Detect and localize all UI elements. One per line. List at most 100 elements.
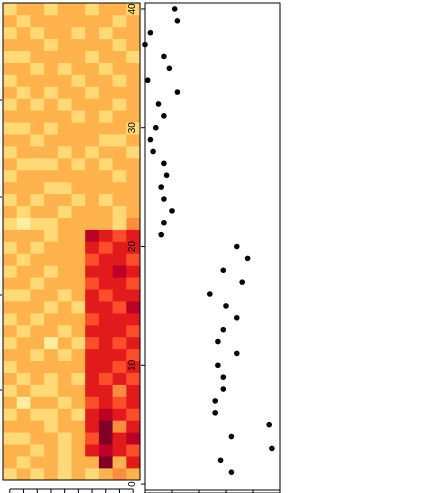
heatmap-cell — [71, 74, 86, 87]
heatmap-cell — [16, 253, 31, 266]
heatmap-cell — [57, 193, 72, 207]
heatmap-cell — [57, 432, 72, 445]
heatmap-cell — [44, 62, 59, 75]
scatter-point — [161, 53, 167, 60]
heatmap-cell — [30, 134, 45, 147]
scatter-point — [212, 409, 218, 416]
heatmap-cell — [44, 468, 59, 481]
heatmap-cell — [44, 14, 59, 28]
scatter-point — [220, 374, 227, 380]
heatmap-cell — [112, 289, 127, 302]
heatmap-cell — [98, 301, 113, 314]
heatmap-cell — [3, 3, 17, 16]
scatter-point — [174, 89, 181, 95]
heatmap-cell — [30, 348, 45, 362]
heatmap-cell — [30, 158, 45, 171]
heatmap-frame — [2, 2, 141, 481]
heatmap-cell — [57, 241, 72, 254]
heatmap-cell — [126, 372, 141, 385]
heatmap-cell — [85, 348, 100, 362]
heatmap-cell — [126, 444, 141, 457]
heatmap-cell — [85, 158, 100, 171]
heatmap-cell — [98, 62, 113, 75]
heatmap-cell — [57, 86, 72, 99]
heatmap-cell — [126, 134, 141, 147]
heatmap-cell — [30, 384, 45, 397]
heatmap-cell — [112, 277, 127, 290]
scatter-point — [142, 41, 148, 48]
scatter-point — [166, 65, 173, 72]
heatmap-cell — [112, 301, 127, 314]
heatmap-cell — [16, 384, 31, 397]
heatmap-cell — [126, 14, 141, 28]
heatmap-cell — [85, 169, 100, 183]
heatmap-cell — [57, 348, 72, 362]
heatmap-cell — [30, 50, 45, 63]
heatmap-cell — [112, 229, 127, 242]
heatmap-cell — [16, 313, 31, 326]
heatmap-cell — [44, 122, 59, 135]
heatmap-cell — [85, 456, 100, 469]
heatmap-cell — [30, 432, 45, 445]
heatmap-cell — [3, 110, 17, 123]
heatmap-cell — [85, 420, 100, 433]
heatmap-cell — [30, 360, 45, 373]
heatmap-cell — [126, 253, 141, 266]
heatmap-cell — [16, 229, 31, 242]
heatmap-cell — [71, 396, 86, 409]
heatmap-cell — [3, 62, 17, 75]
heatmap-cell — [57, 444, 72, 457]
heatmap-cell — [85, 432, 100, 445]
heatmap-cell — [98, 313, 113, 326]
heatmap-cell — [16, 444, 31, 457]
heatmap-cell — [44, 3, 59, 16]
heatmap-cell — [71, 313, 86, 326]
heatmap-cell — [85, 301, 100, 314]
heatmap-cell — [112, 241, 127, 254]
heatmap-cell — [16, 62, 31, 75]
heatmap-cell — [98, 146, 113, 159]
heatmap-cell — [71, 444, 86, 457]
heatmap-cell — [98, 134, 113, 147]
heatmap-cell — [98, 26, 113, 40]
heatmap-cell — [126, 289, 141, 302]
heatmap-cell — [85, 38, 100, 51]
heatmap-cell — [112, 432, 127, 445]
heatmap-cell — [44, 432, 59, 445]
heatmap-cell — [44, 169, 59, 183]
heatmap-cell — [16, 301, 31, 314]
scatter-point — [239, 279, 245, 285]
heatmap-cell — [98, 468, 113, 481]
heatmap-cell — [30, 324, 45, 338]
heatmap-cell — [44, 193, 59, 207]
heatmap-cell — [44, 408, 59, 421]
heatmap-cell — [71, 169, 86, 183]
heatmap-cell — [126, 38, 141, 51]
heatmap-cell — [71, 3, 86, 16]
heatmap-cell — [44, 348, 59, 362]
heatmap-cell — [57, 134, 72, 147]
heatmap-cell — [85, 241, 100, 254]
scatter-point — [220, 267, 227, 274]
heatmap-cell — [85, 146, 100, 159]
heatmap-cell — [98, 14, 113, 28]
heatmap-cell — [112, 110, 127, 123]
heatmap-cell — [85, 26, 100, 40]
heatmap-cell — [3, 396, 17, 409]
heatmap-cell — [44, 98, 59, 111]
heatmap-cell — [16, 3, 31, 16]
scatter-point — [234, 243, 240, 250]
heatmap-cell — [16, 74, 31, 87]
heatmap-cell — [85, 444, 100, 457]
heatmap-cell — [16, 158, 31, 171]
heatmap-cell — [16, 432, 31, 445]
scatter-y-tick-label: 30 — [127, 122, 138, 134]
heatmap-cell — [112, 98, 127, 111]
heatmap-cell — [71, 324, 86, 338]
heatmap-cell — [71, 134, 86, 147]
heatmap-cell — [57, 26, 72, 40]
heatmap-cell — [57, 62, 72, 75]
heatmap-cell — [126, 396, 141, 409]
heatmap-cell — [57, 181, 72, 195]
scatter-point — [161, 160, 167, 167]
